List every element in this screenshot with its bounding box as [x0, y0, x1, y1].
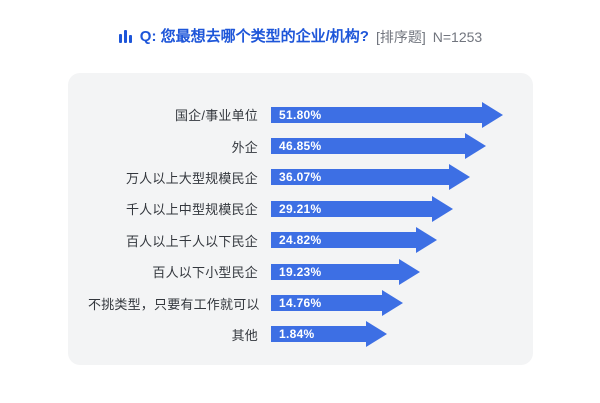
value-label: 14.76%: [279, 296, 322, 311]
chart-card: 国企/事业单位 51.80% 外企 46.85% 万人以上大型规模民企 36.07% 千人以…: [68, 73, 533, 365]
bar-body: 51.80%: [271, 106, 482, 123]
category-label: 万人以上大型规模民企: [125, 170, 258, 186]
value-label: 29.21%: [279, 201, 322, 216]
category-label: 外企: [231, 139, 258, 155]
category-label: 国企/事业单位: [174, 108, 258, 124]
bar-body: 29.21%: [271, 200, 433, 217]
value-label: 24.82%: [279, 233, 322, 248]
bar-body: 1.84%: [271, 326, 366, 343]
bar-arrow: 46.85%: [271, 133, 487, 160]
bar-body: 46.85%: [271, 138, 466, 155]
value-label: 51.80%: [279, 107, 322, 122]
bar-arrow: 29.21%: [271, 195, 454, 222]
chart-header: Q: 您最想去哪个类型的企业/机构? [排序题] N=1253: [0, 29, 600, 44]
chart-row: 不挑类型，只要有工作就可以 14.76%: [88, 287, 533, 318]
category-label: 不挑类型，只要有工作就可以: [88, 296, 260, 312]
bar-arrowhead: [382, 290, 404, 317]
bar-body: 14.76%: [271, 295, 383, 312]
chart-row: 百人以上千人以下民企 24.82%: [88, 225, 533, 256]
category-label: 千人以上中型规模民企: [125, 202, 258, 218]
bar-body: 24.82%: [271, 232, 416, 249]
category-label: 其他: [231, 327, 258, 343]
chart-row: 百人以下小型民企 19.23%: [88, 256, 533, 287]
bar-arrow: 24.82%: [271, 227, 437, 254]
bar-arrowhead: [365, 321, 387, 348]
chart-row: 国企/事业单位 51.80%: [88, 99, 533, 130]
bar-arrowhead: [448, 164, 470, 191]
chart-row: 万人以上大型规模民企 36.07%: [88, 162, 533, 193]
bar-chart-icon: [118, 29, 133, 44]
value-label: 36.07%: [279, 170, 322, 185]
value-label: 1.84%: [279, 327, 315, 342]
bar-arrow: 14.76%: [271, 290, 404, 317]
chart-row: 其他 1.84%: [88, 319, 533, 350]
bar-arrow: 19.23%: [271, 258, 420, 285]
category-label: 百人以上千人以下民企: [125, 233, 258, 249]
bar-arrow: 36.07%: [271, 164, 470, 191]
bar-arrowhead: [432, 195, 454, 222]
bar-body: 19.23%: [271, 263, 399, 280]
value-label: 46.85%: [279, 139, 322, 154]
bar-body: 36.07%: [271, 169, 449, 186]
bar-arrowhead: [415, 227, 437, 254]
sample-size: N=1253: [432, 28, 483, 45]
chart-row: 千人以上中型规模民企 29.21%: [88, 193, 533, 224]
value-label: 19.23%: [279, 264, 322, 279]
page-title: Q: 您最想去哪个类型的企业/机构?: [139, 28, 369, 45]
bar-arrow: 1.84%: [271, 321, 387, 348]
bar-arrowhead: [465, 133, 487, 160]
bar-arrow: 51.80%: [271, 101, 503, 128]
question-type-tag: [排序题]: [375, 28, 426, 45]
category-label: 百人以下小型民企: [152, 265, 258, 281]
chart-rows: 国企/事业单位 51.80% 外企 46.85% 万人以上大型规模民企 36.07% 千人以…: [88, 99, 533, 350]
bar-arrowhead: [399, 258, 420, 285]
bar-arrowhead: [482, 101, 503, 128]
chart-row: 外企 46.85%: [88, 130, 533, 161]
